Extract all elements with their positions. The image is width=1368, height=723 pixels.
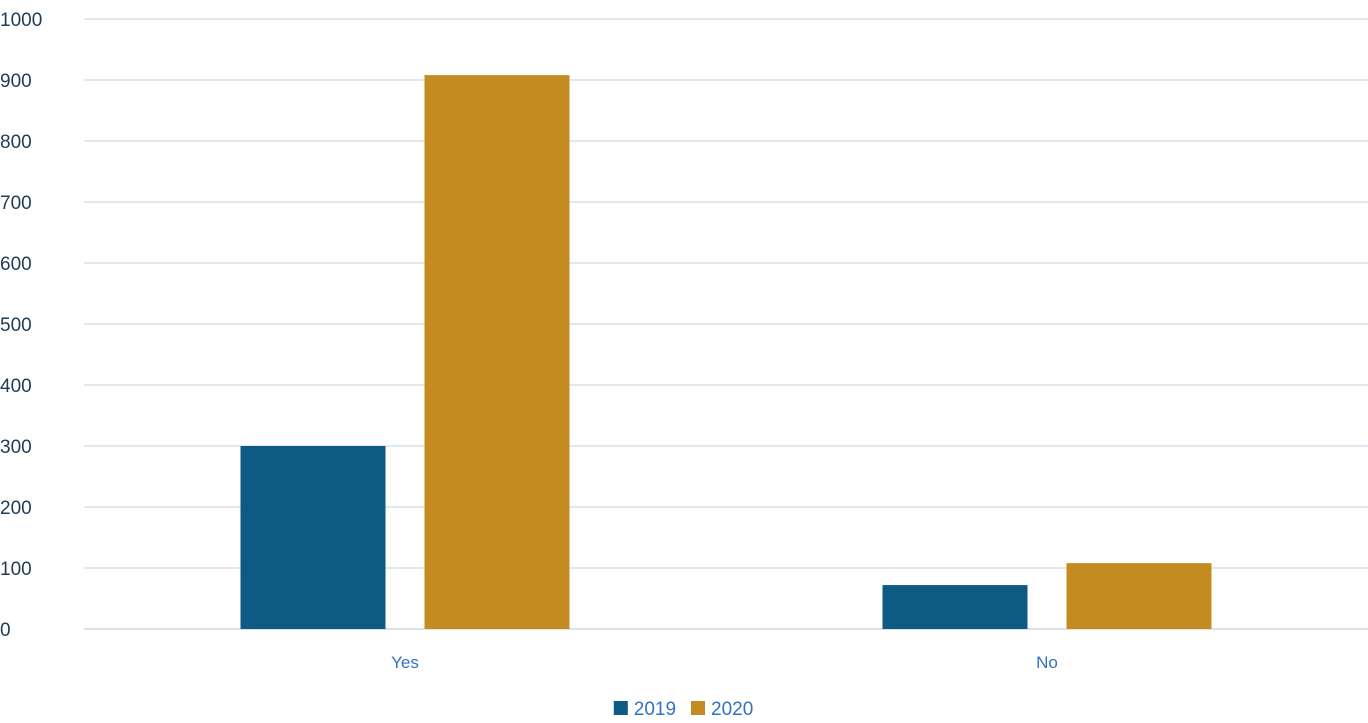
y-tick-label: 100 bbox=[0, 559, 32, 580]
y-tick-label: 400 bbox=[0, 376, 32, 397]
legend-label-2019: 2019 bbox=[634, 699, 676, 720]
x-axis-category-labels: Yes No bbox=[391, 653, 1058, 672]
y-tick-label: 0 bbox=[0, 620, 11, 641]
bar-yes-2020 bbox=[424, 75, 570, 630]
bar-no-2020 bbox=[1066, 563, 1212, 629]
bar-yes-2019 bbox=[240, 446, 386, 629]
legend-swatch-2020 bbox=[691, 701, 705, 715]
y-tick-label: 200 bbox=[0, 498, 32, 519]
y-tick-label: 900 bbox=[0, 71, 32, 92]
y-tick-label: 700 bbox=[0, 193, 32, 214]
bars bbox=[240, 75, 1212, 630]
y-tick-label: 300 bbox=[0, 437, 32, 458]
y-tick-label: 600 bbox=[0, 254, 32, 275]
legend: 2019 2020 bbox=[613, 699, 753, 720]
bar-no-2019 bbox=[882, 585, 1028, 629]
x-category-label-no: No bbox=[1036, 653, 1058, 672]
y-axis-tick-labels: 0 100 200 300 400 500 600 700 800 900 1000 bbox=[0, 10, 42, 641]
legend-label-2020: 2020 bbox=[711, 699, 753, 720]
x-category-label-yes: Yes bbox=[391, 653, 419, 672]
y-tick-label: 1000 bbox=[0, 10, 42, 31]
y-tick-label: 500 bbox=[0, 315, 32, 336]
legend-swatch-2019 bbox=[613, 701, 628, 715]
y-tick-label: 800 bbox=[0, 132, 32, 153]
